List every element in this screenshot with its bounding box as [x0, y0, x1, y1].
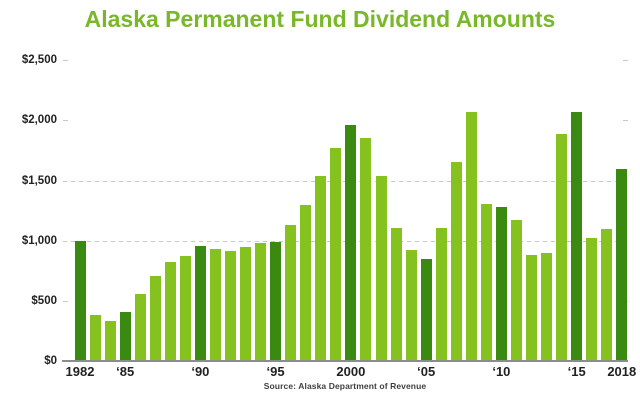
source-note: Source: Alaska Department of Revenue — [263, 381, 427, 391]
bar-1991 — [210, 249, 221, 361]
bar-1992 — [225, 250, 236, 361]
y-axis-label-1500: $1,500 — [21, 174, 57, 187]
bar-1996 — [285, 225, 297, 361]
y-tick-left-500 — [63, 300, 68, 302]
y-axis-label-0: $0 — [44, 355, 57, 367]
bar-2006 — [435, 227, 447, 361]
bar-2004 — [405, 250, 417, 361]
bar-1998 — [315, 175, 327, 361]
y-tick-left-2500 — [63, 60, 68, 62]
x-axis-label-2018: 2018 — [607, 364, 637, 379]
bar-1995 — [270, 241, 282, 361]
x-axis-label-2010: ‘10 — [492, 364, 511, 379]
bar-1993 — [240, 246, 252, 361]
bar-1990 — [194, 246, 206, 361]
y-axis-label-2500: $2,500 — [21, 54, 57, 67]
x-axis-label-2015: ‘15 — [567, 364, 586, 379]
y-axis-label-1000: $1,000 — [21, 234, 57, 247]
bar-1984 — [104, 321, 116, 361]
y-axis-label-500: $500 — [31, 294, 57, 307]
bar-2005 — [420, 259, 432, 361]
bar-2012 — [526, 255, 537, 361]
x-axis-label-1995: ‘95 — [266, 364, 285, 379]
bar-1999 — [330, 148, 342, 361]
x-axis-baseline — [62, 359, 628, 362]
bar-1983 — [89, 314, 101, 361]
bar-2009 — [480, 204, 492, 361]
bar-2002 — [375, 175, 387, 361]
bar-2007 — [450, 162, 462, 361]
x-axis-label-2000: 2000 — [336, 364, 366, 379]
bar-2018 — [616, 168, 628, 361]
bar-2015 — [571, 111, 583, 361]
bar-1986 — [134, 294, 146, 361]
bar-1997 — [300, 205, 312, 361]
bar-2001 — [360, 138, 372, 361]
x-axis-label-1982: 1982 — [65, 364, 95, 379]
bar-1982 — [74, 240, 86, 361]
x-axis-label-1990: ‘90 — [191, 364, 210, 379]
bar-1988 — [164, 261, 176, 361]
y-tick-left-2000 — [63, 120, 68, 122]
bar-2016 — [586, 238, 598, 361]
x-axis-label-2005: ‘05 — [417, 364, 436, 379]
bar-2013 — [541, 252, 552, 361]
bar-1994 — [255, 242, 267, 361]
y-tick-right-2000 — [623, 120, 628, 122]
bar-2017 — [601, 228, 613, 361]
bar-2014 — [556, 134, 568, 361]
bar-1987 — [149, 275, 161, 361]
bar-2003 — [390, 227, 402, 361]
y-axis-label-2000: $2,000 — [21, 114, 57, 127]
chart-title: Alaska Permanent Fund Dividend Amounts — [84, 6, 556, 32]
x-axis-label-1985: ‘85 — [116, 364, 135, 379]
y-tick-right-2500 — [623, 60, 628, 62]
bar-1985 — [119, 312, 131, 361]
bar-2008 — [465, 112, 477, 361]
bar-1989 — [179, 256, 191, 361]
bar-2011 — [511, 219, 522, 361]
bar-2000 — [345, 124, 357, 361]
bar-2010 — [495, 206, 507, 361]
